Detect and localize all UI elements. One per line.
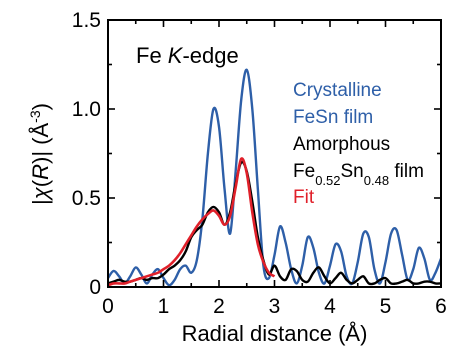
x-tick-label-0: 0 <box>102 295 114 318</box>
x-axis-tick-labels: 0 1 2 3 4 5 6 <box>102 295 447 318</box>
legend-crystalline-line1: Crystalline <box>293 80 382 101</box>
x-tick-label-2: 2 <box>213 295 225 318</box>
y-axis-label: |χ(R)| (Å-3) <box>27 103 53 205</box>
legend-crystalline-line2: FeSn film <box>293 107 373 128</box>
y-tick-label-1.5: 1.5 <box>72 9 101 32</box>
x-tick-label-5: 5 <box>380 295 392 318</box>
series-crystalline <box>107 68 443 287</box>
y-tick-label-1.0: 1.0 <box>72 98 101 121</box>
legend-fit: Fit <box>293 187 315 208</box>
y-tick-label-0.5: 0.5 <box>72 187 101 210</box>
y-axis-ticks <box>108 19 441 288</box>
series-line-crystalline <box>107 68 443 287</box>
x-axis-label: Radial distance (Å) <box>182 321 368 346</box>
series-fit <box>107 157 276 287</box>
x-tick-label-3: 3 <box>269 295 281 318</box>
legend-amorphous-line1: Amorphous <box>293 134 390 155</box>
annotation-fe-k-edge: Fe K-edge <box>136 43 239 68</box>
x-tick-label-4: 4 <box>324 295 336 318</box>
series-amorphous <box>107 160 442 286</box>
x-tick-label-1: 1 <box>158 295 170 318</box>
y-axis-tick-labels: 0 0.5 1.0 1.5 <box>72 9 101 299</box>
legend: Crystalline FeSn film Amorphous Fe0.52Sn… <box>293 80 424 208</box>
legend-amorphous-line2: Fe0.52Sn0.48 film <box>293 161 424 188</box>
series-line-amorphous <box>107 160 442 286</box>
x-axis-ticks <box>107 20 442 287</box>
series-line-fit <box>107 157 276 287</box>
x-tick-label-6: 6 <box>435 295 447 318</box>
y-tick-label-0: 0 <box>89 276 101 299</box>
